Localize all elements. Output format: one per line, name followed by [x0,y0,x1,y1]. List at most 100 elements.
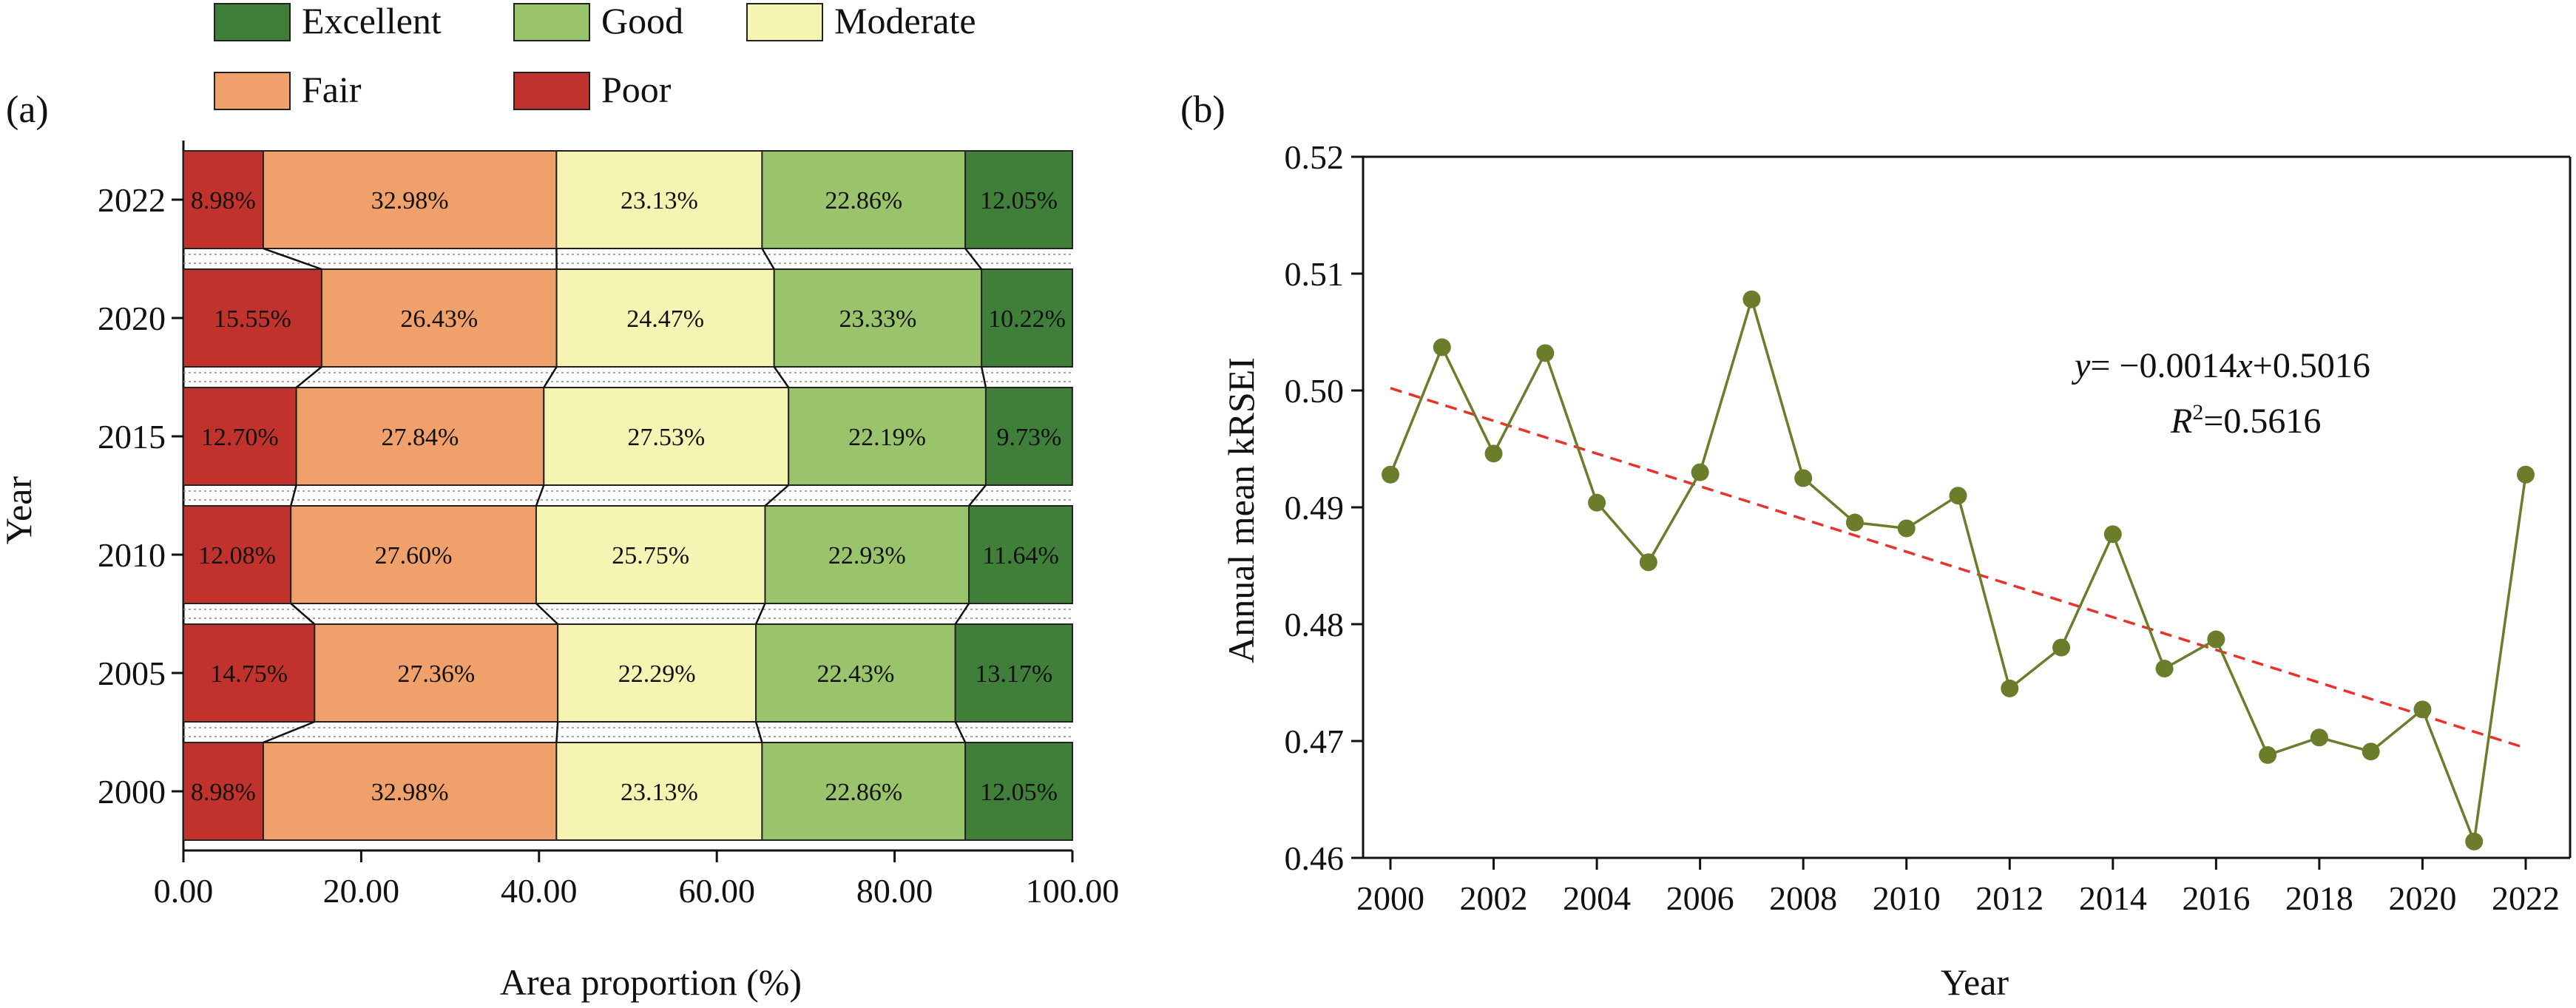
bar-connector [954,603,970,625]
data-point-2022 [2517,465,2535,484]
bar-segment-excellent-2005 [954,623,1074,723]
bar-connector [295,366,322,388]
bar-segment-poor-2020 [183,268,322,368]
data-point-2003 [1536,344,1555,362]
bar-segment-fair-2020 [320,268,558,368]
r-squared: R2=0.5616 [2170,400,2321,441]
bar-label-moderate-2005: 22.29% [618,660,696,688]
bar-segment-excellent-2020 [981,268,1074,368]
bar-segment-moderate-2022 [555,150,763,249]
panel-b-x-tick-label: 2022 [2492,879,2560,917]
data-point-2020 [2413,700,2432,719]
bar-label-excellent-2005: 13.17% [975,660,1052,688]
panel-a-y-axis-label: Year [0,476,39,544]
bar-segment-moderate-2005 [557,623,757,723]
trend-line [1390,387,2526,750]
data-point-2016 [2207,630,2225,649]
panel-b-x-tick-label: 2006 [1666,879,1734,917]
bar-label-excellent-2015: 9.73% [996,424,1061,451]
data-point-2017 [2259,745,2277,764]
bar-label-poor-2005: 14.75% [210,660,288,688]
stacked-bar-chart: 8.98% 32.98% 23.13% 22.86% 12.05% 2022 15.55% 2… [98,141,1119,910]
data-point-2007 [1742,290,1761,308]
legend-swatch-poor [513,72,590,110]
bar-label-fair-2022: 32.98% [371,187,449,214]
bar-label-moderate-2015: 27.53% [627,424,705,451]
panel-a-x-tick-label: 20.00 [323,872,400,910]
bar-label-fair-2020: 26.43% [400,305,478,333]
data-point-2005 [1639,553,1657,572]
bar-segment-moderate-2000 [555,742,763,841]
bar-segment-fair-2022 [262,150,558,249]
bar-connector [263,247,322,271]
data-point-2002 [1484,444,1503,463]
legend-label-excellent: Excellent [302,0,442,41]
bar-label-fair-2010: 27.60% [375,542,453,569]
panel-b-x-tick-label: 2012 [1975,879,2043,917]
panel-b-x-tick-label: 2000 [1356,879,1424,917]
legend-swatch-good [513,3,590,41]
legend-label-good: Good [601,0,683,41]
bar-label-moderate-2022: 23.13% [621,187,698,214]
data-point-2018 [2310,728,2328,747]
panel-b-x-tick-label: 2008 [1769,879,1837,917]
bar-connector [954,721,967,743]
bar-label-poor-2010: 12.08% [198,542,276,569]
panel-a-x-tick-label: 60.00 [678,872,755,910]
bar-label-fair-2015: 27.84% [382,424,459,451]
panel-b-x-tick-label: 2020 [2388,879,2456,917]
legend: Excellent Good Moderate Fair Poor [214,0,976,110]
bar-connector [754,603,766,625]
panel-a-y-tick-label-2000: 2000 [98,773,166,811]
line-chart: 0.46 0.47 0.48 0.49 0.50 0.51 0.52 2000 2002 2004… [1285,138,2572,917]
bar-label-poor-2020: 15.55% [214,305,291,333]
bar-segment-moderate-2020 [555,268,775,368]
bar-segment-excellent-2000 [964,742,1074,841]
data-point-2021 [2465,832,2484,850]
panel-b-x-tick-label: 2018 [2285,879,2353,917]
bar-label-moderate-2000: 23.13% [621,779,698,806]
bar-label-poor-2022: 8.98% [191,187,256,214]
bar-label-good-2022: 22.86% [825,187,902,214]
data-point-2000 [1382,465,1399,484]
bar-label-excellent-2000: 12.05% [980,779,1058,806]
panel-a-y-tick-label-2020: 2020 [98,300,166,337]
data-point-2012 [2001,679,2019,697]
legend-swatch-fair [214,72,291,110]
bar-segment-excellent-2022 [964,150,1074,249]
bar-connector [543,366,558,388]
panel-a-y-tick-label-2005: 2005 [98,654,166,692]
data-point-2013 [2052,638,2071,657]
bar-segment-excellent-2010 [968,505,1073,604]
data-point-2014 [2103,525,2122,544]
legend-swatch-excellent [214,3,291,41]
panel-b-x-tick-label: 2002 [1460,879,1528,917]
bar-connector [968,484,987,507]
panel-b-y-axis-label: Annual mean kRSEI [1220,357,1262,663]
bar-label-excellent-2022: 12.05% [980,187,1058,214]
bar-label-moderate-2020: 24.47% [626,305,704,333]
panel-b-y-tick-label: 0.52 [1285,138,1345,176]
bar-segment-fair-2010 [290,505,537,604]
data-point-2006 [1691,463,1709,481]
bar-segment-fair-2015 [295,387,545,486]
bar-segment-good-2022 [761,150,967,249]
panel-b-y-tick-label: 0.49 [1285,489,1345,527]
bar-label-excellent-2020: 10.22% [988,305,1066,333]
bar-label-excellent-2010: 11.64% [982,542,1059,569]
bar-label-good-2000: 22.86% [825,779,902,806]
bar-connector [535,603,559,625]
bar-segment-good-2005 [755,623,956,723]
bar-segment-good-2015 [788,387,987,486]
bar-connector [555,721,559,743]
legend-label-poor: Poor [601,69,672,110]
legend-label-fair: Fair [302,69,362,110]
bar-connector [764,484,790,507]
bar-connector [964,248,983,270]
panel-b-y-tick-label: 0.48 [1285,606,1345,643]
regression-equation: y= −0.0014x+0.5016 [2071,346,2370,385]
bar-connector [289,484,297,507]
panel-b-x-tick-label: 2014 [2079,879,2147,917]
bar-connector [761,248,775,270]
